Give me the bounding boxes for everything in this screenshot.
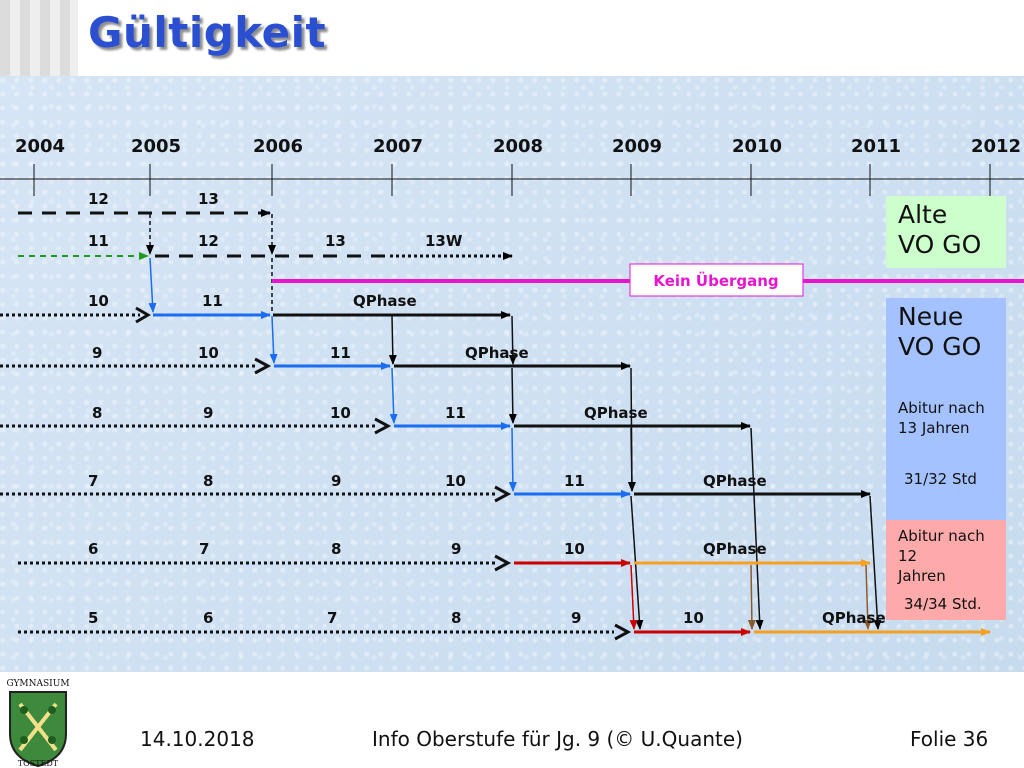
row8-drop2 [630,427,633,492]
row7-drop [508,427,517,492]
header-decor-strip [0,0,78,76]
grade-label: 9 [571,609,581,627]
row9-chevron [254,357,272,375]
grade-label: QPhase [353,292,417,310]
grade-label: 8 [203,472,213,490]
grade-label: 5 [88,609,98,627]
abitur12-line3: Jahren [898,567,946,585]
neue-line1: Neue [898,302,964,331]
abitur12-line1: Abitur nach [898,527,985,545]
grade-label: 7 [327,609,337,627]
grade-label: 11 [445,404,466,422]
grade-label: QPhase [584,404,648,422]
grade-label: QPhase [465,344,529,362]
abitur12-line2: 12 [898,547,918,565]
grade-label: 11 [88,232,109,250]
grade-label: 9 [451,540,461,558]
logo-text-top: GYMNASIUM [6,679,69,689]
grade-label: 11 [202,292,223,310]
grade-label: 6 [203,609,213,627]
year-label: 2005 [131,136,181,157]
grade-label: 12 [88,190,109,208]
row10-drop3 [508,315,517,365]
grade-label: 10 [330,404,351,422]
grade-label: 9 [203,404,213,422]
grade-label: 13 [325,232,346,250]
row10-chevron [135,306,151,324]
row9-drop2 [508,367,517,424]
grade-label: 9 [92,344,102,362]
row6-drop [629,564,638,630]
year-label: 2006 [253,136,303,157]
row7-drop3 [869,495,882,630]
grade-label: 8 [451,609,461,627]
footer-date: 14.10.2018 [140,727,255,751]
row8-drop3 [750,427,764,630]
kein-uebergang-label: Kein Übergang [653,271,778,290]
grade-label: 9 [331,472,341,490]
row5-chevron [614,623,632,641]
logo-text-bottom: TOSTEDT [18,759,59,768]
std13-label: 31/32 Std [904,470,977,488]
school-logo: GYMNASIUM TOSTEDT [0,674,76,768]
grade-label: 8 [331,540,341,558]
kein-uebergang-box [629,263,804,297]
grade-label: 10 [683,609,704,627]
abitur12-box: Abitur nach 12 Jahren 34/34 Std. [886,520,1006,620]
page-title: Gültigkeit [88,8,327,57]
grade-label: 13 [198,190,219,208]
year-label: 2011 [851,136,901,157]
grade-label: 10 [198,344,219,362]
grade-label: 7 [199,540,209,558]
grade-label: 10 [564,540,585,558]
grade-label: QPhase [703,540,767,558]
grade-label: 12 [198,232,219,250]
grade-label: 7 [88,472,98,490]
grade-label: 11 [564,472,585,490]
grade-label: 8 [92,404,102,422]
year-label: 2009 [612,136,662,157]
year-label: 2012 [971,136,1021,157]
alte-line1: Alte [898,200,948,229]
year-label: 2007 [373,136,423,157]
grade-label: QPhase [703,472,767,490]
timeline-diagram: 2004 2005 2006 2007 2008 2009 2010 2011 2012 Kei… [0,136,1024,641]
row9-drop [269,315,278,364]
year-label: 2010 [732,136,782,157]
row6-chevron [494,554,512,572]
year-label: 2004 [15,136,65,157]
alte-vo-go-box: Alte VO GO [886,196,1006,268]
neue-line2: VO GO [898,332,982,361]
row8-drop [389,367,398,424]
row10-drop [148,257,157,313]
grade-label: 11 [330,344,351,362]
grade-label: 13W [425,232,463,250]
grade-label: QPhase [822,609,886,627]
neue-vo-go-box: Neue VO GO Abitur nach 13 Jahren 31/32 S… [886,298,1006,520]
row6-drop2 [747,564,756,630]
footer-info: Info Oberstufe für Jg. 9 (© U.Quante) [372,727,743,751]
grade-label: 10 [445,472,466,490]
footer-page-number: Folie 36 [910,727,989,751]
row7-chevron [494,485,512,503]
grade-label: 10 [88,292,109,310]
alte-line2: VO GO [898,230,982,259]
year-label: 2008 [493,136,543,157]
row8-chevron [374,417,392,435]
abitur13-line2: 13 Jahren [898,419,970,437]
abitur13-line1: Abitur nach [898,399,985,417]
std12-label: 34/34 Std. [904,595,982,613]
row10-drop2 [388,315,397,365]
row6-drop3 [863,564,872,630]
grade-label: 6 [88,540,98,558]
